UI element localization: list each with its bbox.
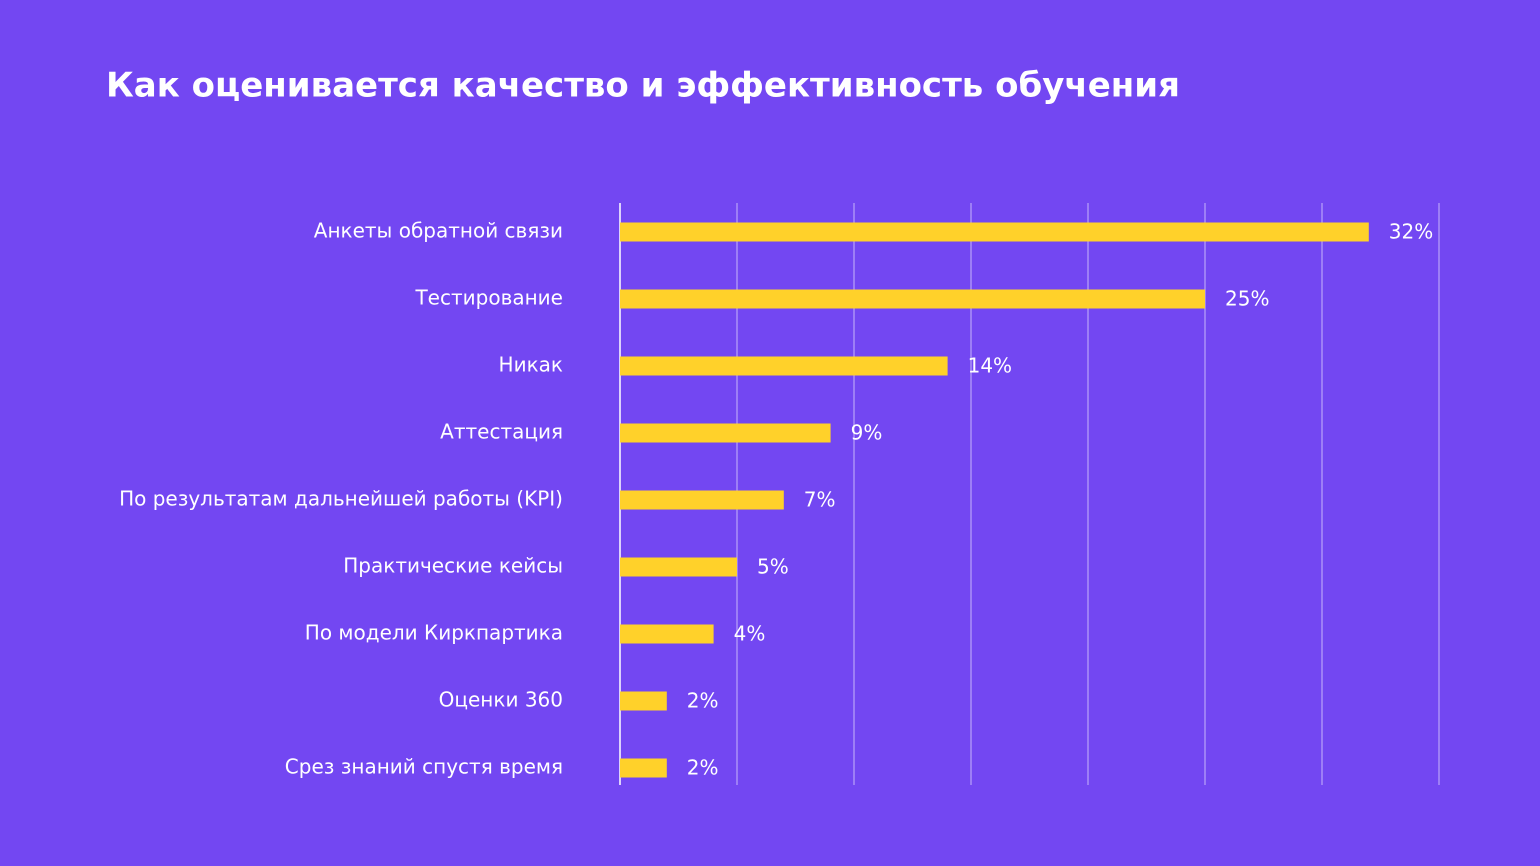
y-tick-label: Срез знаний спустя время bbox=[285, 755, 563, 779]
value-label: 2% bbox=[687, 756, 719, 780]
bar bbox=[620, 222, 1369, 242]
bar bbox=[620, 691, 667, 711]
chart-title: Как оценивается качество и эффективность… bbox=[106, 66, 1180, 106]
value-label: 9% bbox=[851, 421, 883, 445]
bar bbox=[620, 356, 948, 376]
value-label: 2% bbox=[687, 689, 719, 713]
y-tick-label: По результатам дальнейшей работы (KPI) bbox=[119, 487, 563, 511]
bar bbox=[620, 490, 784, 510]
bar bbox=[620, 624, 714, 644]
y-tick-label: Никак bbox=[499, 353, 563, 377]
bar bbox=[620, 423, 831, 443]
bar bbox=[620, 289, 1205, 309]
bar bbox=[620, 758, 667, 778]
y-tick-label: Анкеты обратной связи bbox=[314, 219, 563, 243]
value-label: 25% bbox=[1225, 287, 1269, 311]
value-label: 7% bbox=[804, 488, 836, 512]
value-label: 5% bbox=[757, 555, 789, 579]
value-label: 32% bbox=[1389, 220, 1433, 244]
y-tick-label: Тестирование bbox=[414, 286, 563, 310]
bar bbox=[620, 557, 737, 577]
y-tick-label: Оценки 360 bbox=[439, 688, 563, 712]
value-label: 14% bbox=[968, 354, 1012, 378]
value-label: 4% bbox=[734, 622, 766, 646]
y-tick-label: Практические кейсы bbox=[343, 554, 563, 578]
y-tick-label: Аттестация bbox=[440, 420, 563, 444]
y-tick-label: По модели Киркпартика bbox=[305, 621, 563, 645]
